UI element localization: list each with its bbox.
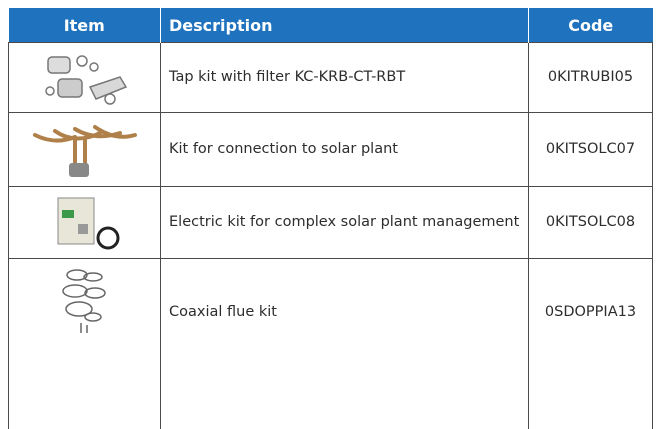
item-cell (9, 259, 161, 429)
header-cell: Item (9, 8, 161, 43)
row: Electric kit for complex solar plant man… (9, 187, 653, 259)
code: 0KITSOLC07 (529, 113, 653, 187)
item-cell (9, 113, 161, 187)
header-cell: Code (529, 8, 653, 43)
product-table: Item Description Code Tap kit with filte… (8, 8, 653, 429)
code: 0SDOPPIA13 (529, 259, 653, 429)
description: Kit for connection to solar plant (161, 113, 529, 187)
header-row: Item Description Code (9, 8, 653, 43)
item-image (25, 117, 145, 183)
item-cell (9, 43, 161, 113)
description: Tap kit with filter KC-KRB-CT-RBT (161, 43, 529, 113)
item-cell (9, 187, 161, 259)
item-image (30, 190, 140, 256)
code: 0KITSOLC08 (529, 187, 653, 259)
page: Item Description Code Tap kit with filte… (0, 0, 659, 423)
item-image (35, 265, 135, 335)
item-image (30, 47, 140, 109)
row: Coaxial flue kit 0SDOPPIA13 (9, 259, 653, 429)
code: 0KITRUBI05 (529, 43, 653, 113)
description: Coaxial flue kit (161, 259, 529, 429)
header-cell: Description (161, 8, 529, 43)
description: Electric kit for complex solar plant man… (161, 187, 529, 259)
row: Kit for connection to solar plant 0KITSO… (9, 113, 653, 187)
row: Tap kit with filter KC-KRB-CT-RBT 0KITRU… (9, 43, 653, 113)
